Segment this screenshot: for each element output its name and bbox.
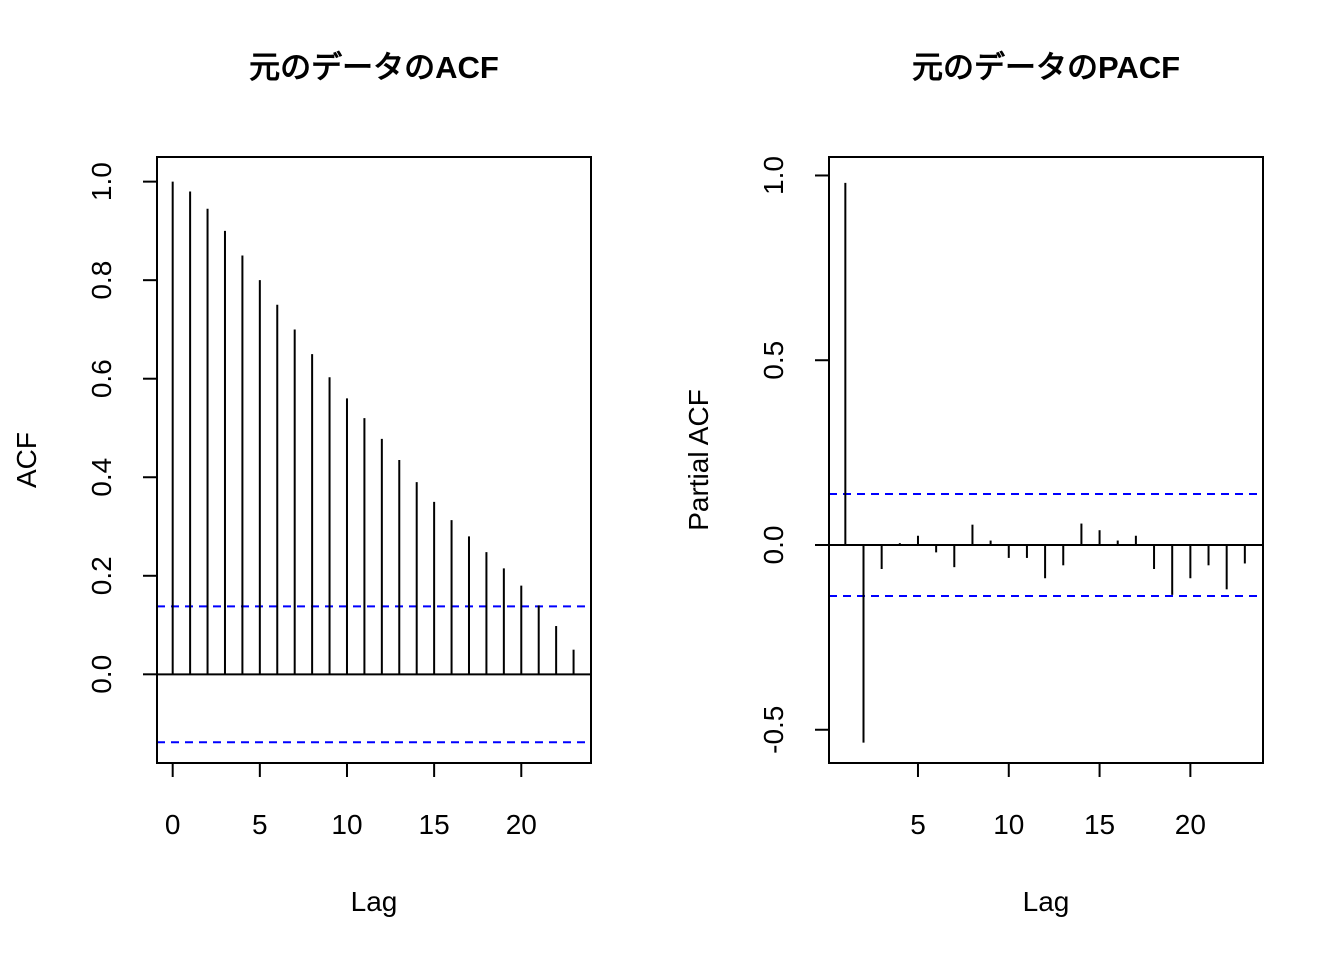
acf-x-tick-label: 15 xyxy=(419,809,450,840)
pacf-y-tick-label: 0.0 xyxy=(758,526,789,565)
acf-x-axis: 0 5 10 15 20 xyxy=(165,762,537,840)
acf-title: 元のデータのACF xyxy=(249,50,499,85)
pacf-y-tick-label: -0.5 xyxy=(758,706,789,754)
acf-y-tick-label: 0.6 xyxy=(86,359,117,398)
acf-panel: 元のデータのACF Lag ACF 0 5 10 15 20 0.00.20.40.60… xyxy=(11,50,592,917)
acf-y-tick-label: 1.0 xyxy=(86,162,117,201)
acf-y-tick-label: 0.8 xyxy=(86,261,117,300)
pacf-bars xyxy=(844,182,1246,743)
acf-x-tick-label: 10 xyxy=(331,809,362,840)
acf-bars xyxy=(171,181,575,675)
acf-y-axis: 0.0 0.2 0.4 0.6 0.8 1.0 xyxy=(86,162,158,694)
pacf-x-tick-label: 15 xyxy=(1084,809,1115,840)
pacf-x-axis: 5 10 15 20 xyxy=(910,762,1206,840)
acf-y-tick-label: 0.4 xyxy=(86,458,117,497)
acf-x-axis-label: Lag xyxy=(351,886,398,917)
acf-x-tick-label: 0 xyxy=(165,809,181,840)
acf-y-tick-label: 0.0 xyxy=(86,655,117,694)
acf-y-tick-label: 0.2 xyxy=(86,556,117,595)
pacf-panel: 元のデータのPACF Lag Partial ACF 5 10 15 20 -0.5 0… xyxy=(683,50,1264,917)
pacf-x-axis-label: Lag xyxy=(1023,886,1070,917)
acf-y-axis-label: ACF xyxy=(11,432,42,488)
pacf-x-tick-label: 5 xyxy=(910,809,926,840)
pacf-title: 元のデータのPACF xyxy=(912,50,1180,85)
pacf-confidence-bounds xyxy=(829,492,1263,597)
pacf-y-axis: -0.5 0.0 0.5 1.0 xyxy=(758,156,830,754)
pacf-x-tick-label: 20 xyxy=(1175,809,1206,840)
acf-confidence-bounds xyxy=(157,605,591,744)
pacf-y-tick-label: 0.5 xyxy=(758,341,789,380)
pacf-plot-frame xyxy=(828,156,1264,764)
pacf-x-tick-label: 10 xyxy=(993,809,1024,840)
pacf-y-axis-label: Partial ACF xyxy=(683,389,714,531)
acf-x-tick-label: 5 xyxy=(252,809,268,840)
acf-x-tick-label: 20 xyxy=(506,809,537,840)
acf-plot-frame xyxy=(156,156,592,764)
pacf-y-tick-label: 1.0 xyxy=(758,156,789,195)
